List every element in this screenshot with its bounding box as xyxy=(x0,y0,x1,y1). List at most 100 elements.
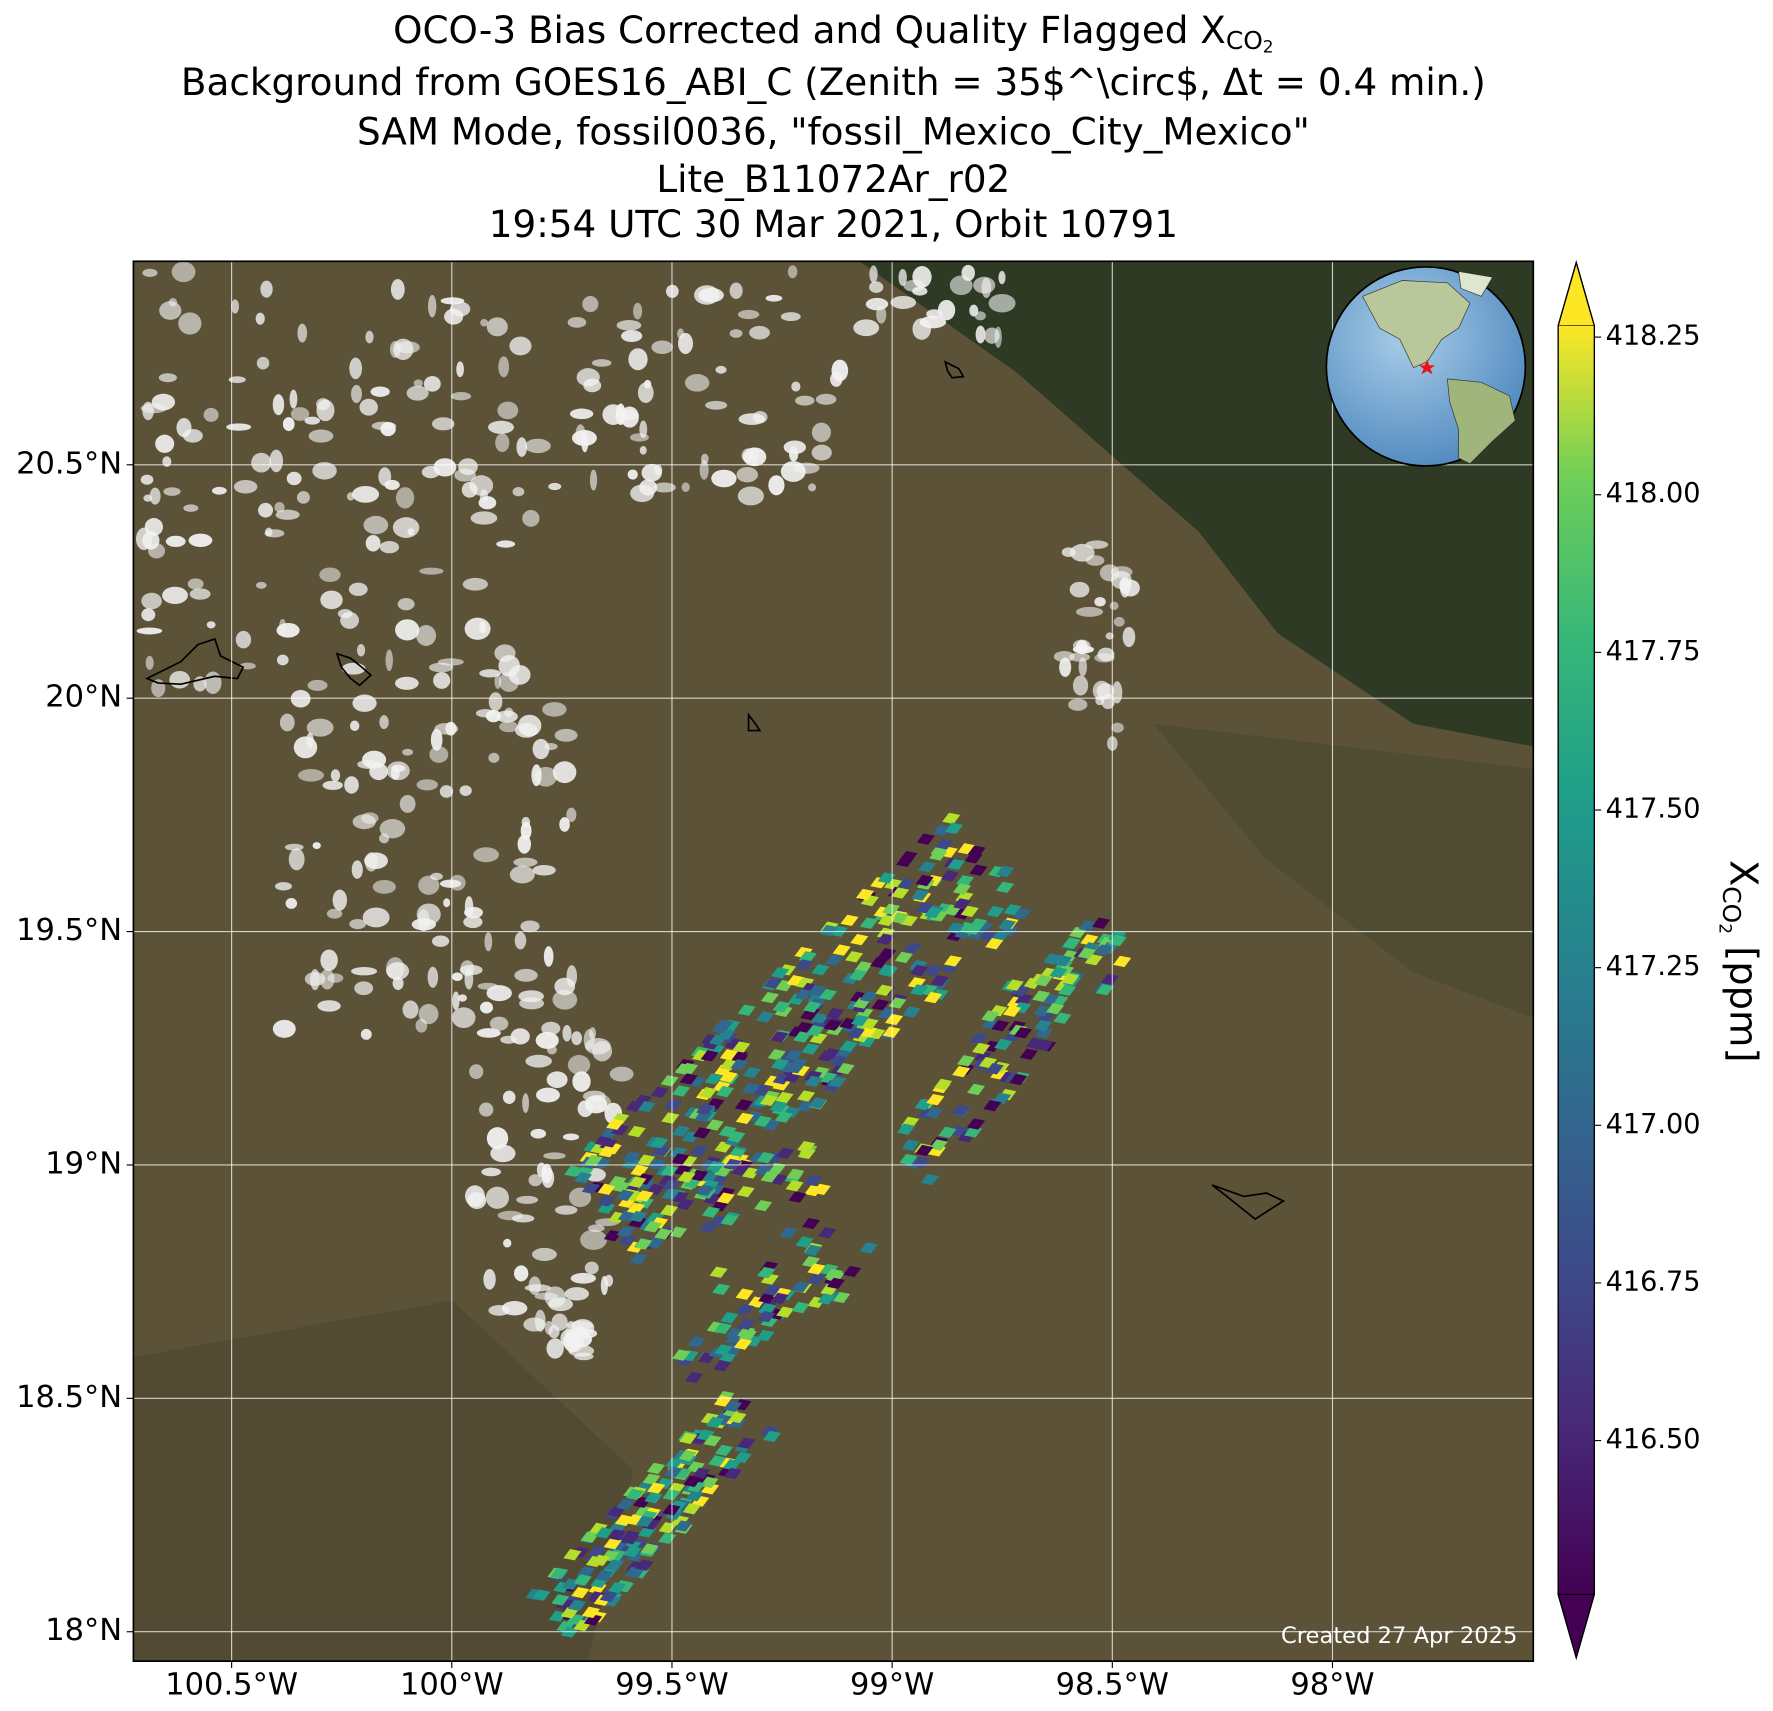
sounding-cell xyxy=(683,1475,702,1487)
cloud xyxy=(1112,681,1123,704)
cloud xyxy=(588,1027,597,1040)
cloud xyxy=(548,1325,560,1339)
cloud xyxy=(306,732,314,749)
sounding-cell xyxy=(664,1466,683,1478)
cloud xyxy=(228,376,246,384)
cloud xyxy=(525,1054,552,1068)
sounding-cell xyxy=(607,1582,626,1594)
cloud xyxy=(264,529,285,538)
sounding-cell xyxy=(884,1013,904,1026)
cloud xyxy=(379,540,400,554)
cloud xyxy=(513,857,538,867)
sounding-cell xyxy=(753,1115,772,1127)
sounding-cell xyxy=(626,1202,646,1214)
sounding-cell xyxy=(629,1210,648,1223)
sounding-cell xyxy=(573,1574,592,1586)
sounding-cell xyxy=(727,1131,746,1143)
cloud xyxy=(379,715,389,730)
cloud xyxy=(518,990,544,1003)
x-tick-label: 99.5°W xyxy=(615,1668,728,1703)
sounding-cell xyxy=(756,1329,775,1342)
cloud xyxy=(467,1192,487,1210)
sounding-cell xyxy=(598,1146,617,1158)
title-line: 19:54 UTC 30 Mar 2021, Orbit 10791 xyxy=(489,202,1178,246)
sounding-cell xyxy=(1035,1039,1054,1052)
sounding-cell xyxy=(957,843,976,855)
sounding-cell xyxy=(732,1041,751,1053)
sounding-cell xyxy=(789,1058,808,1070)
cloud xyxy=(392,976,404,990)
cloud xyxy=(1111,722,1124,733)
sounding-cell xyxy=(720,1214,739,1226)
sounding-cell xyxy=(1009,1073,1028,1086)
sounding-cell xyxy=(674,1164,693,1176)
sounding-cell xyxy=(646,1462,666,1475)
cloud xyxy=(541,1021,561,1036)
sounding-cell xyxy=(769,1100,788,1113)
sounding-cell xyxy=(797,1090,816,1102)
sounding-cell xyxy=(661,1112,680,1124)
clouds xyxy=(135,261,1140,1361)
sounding-cell xyxy=(981,1017,1000,1030)
sounding-cell xyxy=(687,1075,706,1088)
sounding-cell xyxy=(925,1107,944,1119)
cloud xyxy=(394,676,419,690)
cloud xyxy=(304,971,326,986)
sounding-cell xyxy=(635,1190,654,1202)
sounding-cell xyxy=(778,1061,797,1073)
cloud xyxy=(616,320,642,331)
cloud xyxy=(572,1071,591,1092)
sounding-cell xyxy=(1095,984,1114,996)
sounding-cell xyxy=(759,1094,778,1107)
colorbar-tick-label: 417.00 xyxy=(1606,1109,1701,1140)
sounding-cell xyxy=(595,1527,614,1539)
cloud xyxy=(1113,616,1125,627)
sounding-cell xyxy=(840,914,859,927)
cloud xyxy=(535,1031,559,1049)
sounding-cell xyxy=(738,1329,757,1341)
sounding-cell xyxy=(560,1607,579,1619)
cloud xyxy=(497,401,519,420)
cloud xyxy=(433,671,451,689)
sounding-cell xyxy=(643,1221,662,1233)
sounding-cell xyxy=(929,910,948,922)
sounding-cell xyxy=(583,1614,603,1626)
cloud xyxy=(501,1301,528,1316)
sounding-cell xyxy=(571,1586,590,1599)
colorbar-tick-label: 416.75 xyxy=(1606,1266,1701,1297)
cloud xyxy=(379,819,406,839)
cloud xyxy=(289,389,298,409)
sounding-cell xyxy=(767,1049,786,1061)
sounding-cell xyxy=(602,1595,622,1607)
sounding-cell xyxy=(623,1545,642,1558)
cloud xyxy=(496,540,516,548)
colorbar: 416.50 416.75 417.00 417.25 417.50 417.75 418.… xyxy=(1557,259,1766,1661)
sounding-cell xyxy=(876,933,895,945)
sounding-cell xyxy=(952,1104,971,1116)
sounding-cell xyxy=(704,1073,723,1085)
sounding-cell xyxy=(679,1432,698,1444)
cloud xyxy=(494,673,502,689)
sounding-cell xyxy=(696,1184,715,1196)
sounding-cell xyxy=(661,1188,680,1200)
sounding-cell xyxy=(630,1164,649,1177)
sounding-cell xyxy=(877,1008,896,1020)
sounding-cell xyxy=(824,1268,843,1281)
title-text: OCO-3 Bias Corrected and Quality Flagged… xyxy=(393,7,1226,51)
cloud xyxy=(312,842,321,850)
sounding-cell xyxy=(677,1171,696,1183)
colorbar-tick-label: 418.00 xyxy=(1606,478,1701,509)
sounding-cell xyxy=(616,1225,635,1238)
colorbar-extend-max xyxy=(1557,260,1596,327)
cloud xyxy=(454,468,476,482)
cloud xyxy=(853,319,880,337)
sounding-cell xyxy=(1113,955,1132,968)
sounding-cell xyxy=(646,1237,665,1249)
sounding-cell xyxy=(909,964,928,977)
x-tick-label: 98.5°W xyxy=(1056,1668,1169,1703)
sounding-cell xyxy=(846,1027,865,1039)
sounding-cell xyxy=(548,1610,567,1622)
cloud xyxy=(532,864,556,876)
sounding-cell xyxy=(551,1594,570,1606)
sounding-cell xyxy=(644,1492,663,1504)
